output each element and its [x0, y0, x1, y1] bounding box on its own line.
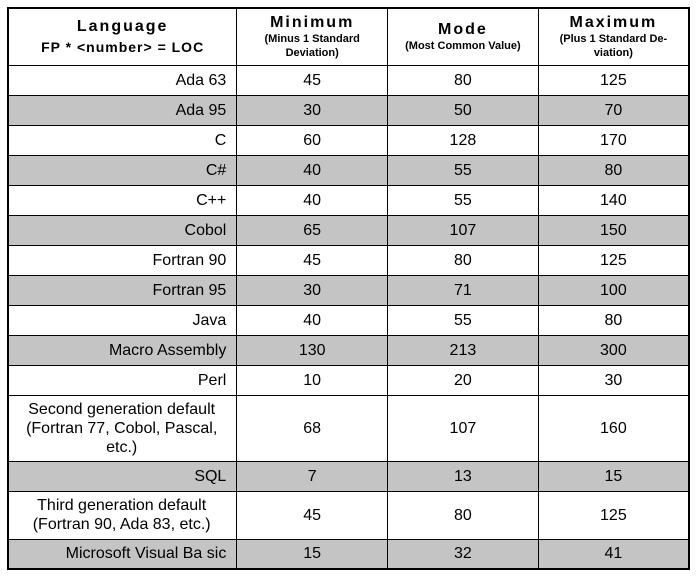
- maximum-cell: 170: [537, 124, 690, 156]
- header-mode-title: Mode: [438, 20, 488, 38]
- header-language-subtitle: FP * <number> = LOC: [41, 39, 205, 56]
- language-cell: Macro Assembly: [7, 334, 238, 366]
- maximum-cell: 125: [537, 244, 690, 276]
- table-row: Java 40 55 80: [7, 304, 690, 336]
- minimum-cell: 40: [236, 184, 389, 216]
- mode-cell: 32: [387, 538, 539, 570]
- header-row: Language FP * <number> = LOC Minimum (Mi…: [7, 7, 690, 66]
- mode-cell: 107: [387, 394, 539, 463]
- table-row: Fortran 95 30 71 100: [7, 274, 690, 306]
- maximum-cell: 140: [537, 184, 690, 216]
- table-row: C++ 40 55 140: [7, 184, 690, 216]
- maximum-cell: 15: [537, 461, 690, 493]
- minimum-cell: 45: [236, 491, 389, 540]
- maximum-cell: 160: [537, 394, 690, 463]
- table-row: Fortran 90 45 80 125: [7, 244, 690, 276]
- table-row: Third generation default (Fortran 90, Ad…: [7, 491, 690, 540]
- header-language-title: Language: [76, 18, 169, 35]
- table-header: Language FP * <number> = LOC Minimum (Mi…: [7, 7, 690, 66]
- mode-cell: 13: [387, 461, 539, 493]
- maximum-cell: 80: [537, 154, 690, 186]
- maximum-cell: 30: [537, 364, 690, 396]
- language-cell: Cobol: [7, 214, 238, 246]
- mode-cell: 20: [387, 364, 539, 396]
- minimum-cell: 10: [236, 364, 389, 396]
- table-body: Ada 63 45 80 125 Ada 95 30 50 70 C 60 12…: [7, 64, 690, 570]
- language-cell: Fortran 95: [7, 274, 238, 306]
- language-cell: Third generation default (Fortran 90, Ad…: [7, 491, 238, 540]
- mode-cell: 55: [387, 154, 539, 186]
- table-row: SQL 7 13 15: [7, 461, 690, 493]
- minimum-cell: 40: [236, 304, 389, 336]
- minimum-cell: 130: [236, 334, 389, 366]
- language-cell: Second generation default (Fortran 77, C…: [7, 394, 238, 463]
- minimum-cell: 15: [236, 538, 389, 570]
- mode-cell: 107: [387, 214, 539, 246]
- maximum-cell: 100: [537, 274, 690, 306]
- language-cell: C: [7, 124, 238, 156]
- language-cell: C#: [7, 154, 238, 186]
- maximum-cell: 80: [537, 304, 690, 336]
- minimum-cell: 30: [236, 274, 389, 306]
- header-mode: Mode (Most Common Value): [387, 7, 539, 66]
- language-cell: Ada 63: [7, 64, 238, 96]
- header-minimum-title: Minimum: [270, 14, 355, 31]
- mode-cell: 55: [387, 184, 539, 216]
- language-cell: Java: [7, 304, 238, 336]
- minimum-cell: 68: [236, 394, 389, 463]
- minimum-cell: 30: [236, 94, 389, 126]
- mode-cell: 213: [387, 334, 539, 366]
- maximum-cell: 41: [537, 538, 690, 570]
- minimum-cell: 7: [236, 461, 389, 493]
- table-row: C# 40 55 80: [7, 154, 690, 186]
- language-cell: SQL: [7, 461, 238, 493]
- table-row: Cobol 65 107 150: [7, 214, 690, 246]
- mode-cell: 80: [387, 491, 539, 540]
- language-cell: Fortran 90: [7, 244, 238, 276]
- header-minimum-subtitle: (Minus 1 Standard Deviation): [264, 33, 360, 59]
- table-row: Ada 63 45 80 125: [7, 64, 690, 96]
- minimum-cell: 45: [236, 244, 389, 276]
- table-row: Microsoft Visual Ba sic 15 32 41: [7, 538, 690, 570]
- maximum-cell: 125: [537, 64, 690, 96]
- language-cell: Microsoft Visual Ba sic: [7, 538, 238, 570]
- header-maximum-title: Maximum: [569, 14, 658, 31]
- mode-cell: 71: [387, 274, 539, 306]
- maximum-cell: 150: [537, 214, 690, 246]
- table-row: Second generation default (Fortran 77, C…: [7, 394, 690, 463]
- header-mode-subtitle: (Most Common Value): [405, 40, 521, 53]
- table-row: Perl 10 20 30: [7, 364, 690, 396]
- language-cell: C++: [7, 184, 238, 216]
- minimum-cell: 45: [236, 64, 389, 96]
- mode-cell: 55: [387, 304, 539, 336]
- minimum-cell: 40: [236, 154, 389, 186]
- mode-cell: 128: [387, 124, 539, 156]
- header-maximum-subtitle: (Plus 1 Standard De-viation): [559, 33, 668, 59]
- maximum-cell: 70: [537, 94, 690, 126]
- maximum-cell: 300: [537, 334, 690, 366]
- table-row: Macro Assembly 130 213 300: [7, 334, 690, 366]
- mode-cell: 80: [387, 64, 539, 96]
- language-cell: Perl: [7, 364, 238, 396]
- header-maximum: Maximum (Plus 1 Standard De-viation): [537, 7, 690, 66]
- minimum-cell: 60: [236, 124, 389, 156]
- table-row: C 60 128 170: [7, 124, 690, 156]
- header-language: Language FP * <number> = LOC: [7, 7, 238, 66]
- maximum-cell: 125: [537, 491, 690, 540]
- language-cell: Ada 95: [7, 94, 238, 126]
- mode-cell: 50: [387, 94, 539, 126]
- header-minimum: Minimum (Minus 1 Standard Deviation): [236, 7, 389, 66]
- table-row: Ada 95 30 50 70: [7, 94, 690, 126]
- fp-loc-table: Language FP * <number> = LOC Minimum (Mi…: [7, 7, 690, 571]
- mode-cell: 80: [387, 244, 539, 276]
- minimum-cell: 65: [236, 214, 389, 246]
